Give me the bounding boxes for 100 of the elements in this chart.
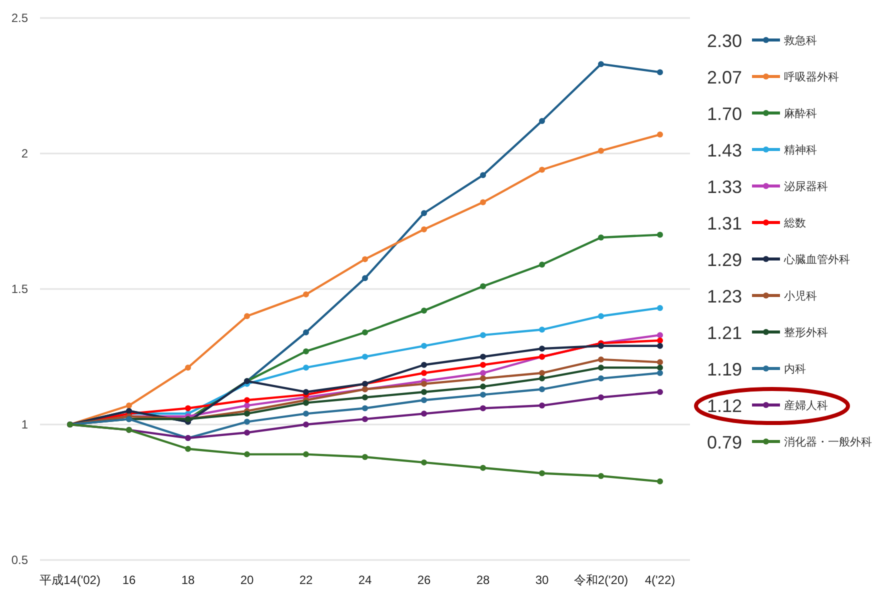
point bbox=[598, 364, 604, 371]
point bbox=[126, 402, 132, 409]
point bbox=[657, 304, 663, 311]
y-tick-label: 2.5 bbox=[11, 11, 28, 25]
point bbox=[657, 388, 663, 395]
point bbox=[598, 356, 604, 362]
x-tick-label: 令和2('20) bbox=[574, 573, 628, 587]
point bbox=[480, 354, 486, 360]
point bbox=[303, 410, 309, 417]
legend-label: 産婦人科 bbox=[784, 399, 828, 412]
legend-label: 泌尿器科 bbox=[784, 181, 828, 193]
x-tick-label: 平成14('02) bbox=[40, 573, 100, 587]
point bbox=[480, 464, 486, 471]
point bbox=[539, 375, 545, 382]
point bbox=[421, 370, 427, 376]
point bbox=[480, 384, 486, 390]
point bbox=[185, 446, 191, 452]
point bbox=[303, 451, 309, 458]
point bbox=[480, 332, 486, 338]
point bbox=[539, 470, 545, 476]
y-tick-label: 1 bbox=[21, 418, 28, 432]
point bbox=[657, 69, 663, 76]
text: 2.30 bbox=[706, 31, 742, 51]
point bbox=[480, 375, 486, 382]
point bbox=[244, 313, 250, 320]
point bbox=[657, 342, 663, 349]
point bbox=[421, 342, 427, 349]
point bbox=[657, 332, 663, 338]
point bbox=[421, 380, 427, 387]
point bbox=[598, 61, 604, 68]
point bbox=[657, 132, 663, 138]
point bbox=[244, 451, 250, 458]
point bbox=[598, 148, 604, 154]
x-tick-label: 26 bbox=[417, 573, 431, 587]
point bbox=[362, 256, 368, 262]
point bbox=[598, 394, 604, 400]
point bbox=[362, 454, 368, 460]
legend-label: 精神科 bbox=[784, 144, 817, 156]
point bbox=[362, 405, 368, 412]
point bbox=[244, 402, 250, 409]
x-tick-label: 20 bbox=[240, 573, 254, 587]
y-tick-label: 0.5 bbox=[11, 553, 28, 567]
y-tick-label: 1.5 bbox=[11, 282, 28, 296]
point bbox=[657, 370, 663, 376]
point bbox=[657, 478, 663, 484]
legend-label: 消化器・一般外科 bbox=[784, 436, 872, 448]
x-tick-label: 28 bbox=[476, 573, 490, 587]
y-tick-label: 2 bbox=[21, 146, 28, 160]
point bbox=[539, 386, 545, 392]
point bbox=[657, 337, 663, 344]
point bbox=[657, 232, 663, 238]
point bbox=[598, 342, 604, 349]
text: 1.29 bbox=[706, 250, 742, 270]
point bbox=[421, 226, 427, 232]
point bbox=[185, 364, 191, 371]
x-tick-label: 24 bbox=[358, 573, 372, 587]
point bbox=[598, 375, 604, 382]
point bbox=[244, 418, 250, 425]
point bbox=[421, 459, 427, 466]
point bbox=[362, 275, 368, 282]
point bbox=[539, 118, 545, 124]
x-tick-label: 4('22) bbox=[644, 573, 676, 587]
point bbox=[244, 397, 250, 404]
legend-label: 麻酔科 bbox=[784, 107, 817, 120]
point bbox=[480, 392, 486, 398]
x-tick-label: 18 bbox=[181, 573, 195, 587]
point bbox=[303, 364, 309, 371]
text: 1.43 bbox=[706, 140, 742, 160]
point bbox=[598, 472, 604, 479]
point bbox=[303, 348, 309, 354]
text: 2.07 bbox=[706, 68, 742, 88]
point bbox=[362, 394, 368, 400]
text: 1.33 bbox=[706, 177, 742, 197]
point bbox=[185, 405, 191, 412]
point bbox=[421, 410, 427, 417]
text: 1.12 bbox=[706, 396, 742, 416]
point bbox=[362, 354, 368, 360]
point bbox=[539, 346, 545, 352]
point bbox=[421, 388, 427, 395]
point bbox=[539, 166, 545, 173]
x-tick-label: 16 bbox=[122, 573, 136, 587]
x-tick-label: 22 bbox=[299, 573, 313, 587]
point bbox=[421, 210, 427, 216]
text: 1.23 bbox=[706, 286, 742, 306]
point bbox=[480, 172, 486, 178]
point bbox=[539, 370, 545, 376]
text: 1.19 bbox=[706, 360, 742, 380]
point bbox=[480, 199, 486, 206]
point bbox=[303, 388, 309, 395]
text: 1.31 bbox=[706, 214, 742, 234]
point bbox=[303, 329, 309, 336]
point bbox=[539, 262, 545, 268]
point bbox=[303, 291, 309, 298]
point bbox=[480, 405, 486, 412]
point bbox=[421, 397, 427, 404]
legend-label: 救急科 bbox=[783, 35, 817, 47]
point bbox=[303, 422, 309, 428]
legend-label: 総数 bbox=[783, 218, 806, 230]
point bbox=[303, 400, 309, 406]
point bbox=[539, 326, 545, 333]
